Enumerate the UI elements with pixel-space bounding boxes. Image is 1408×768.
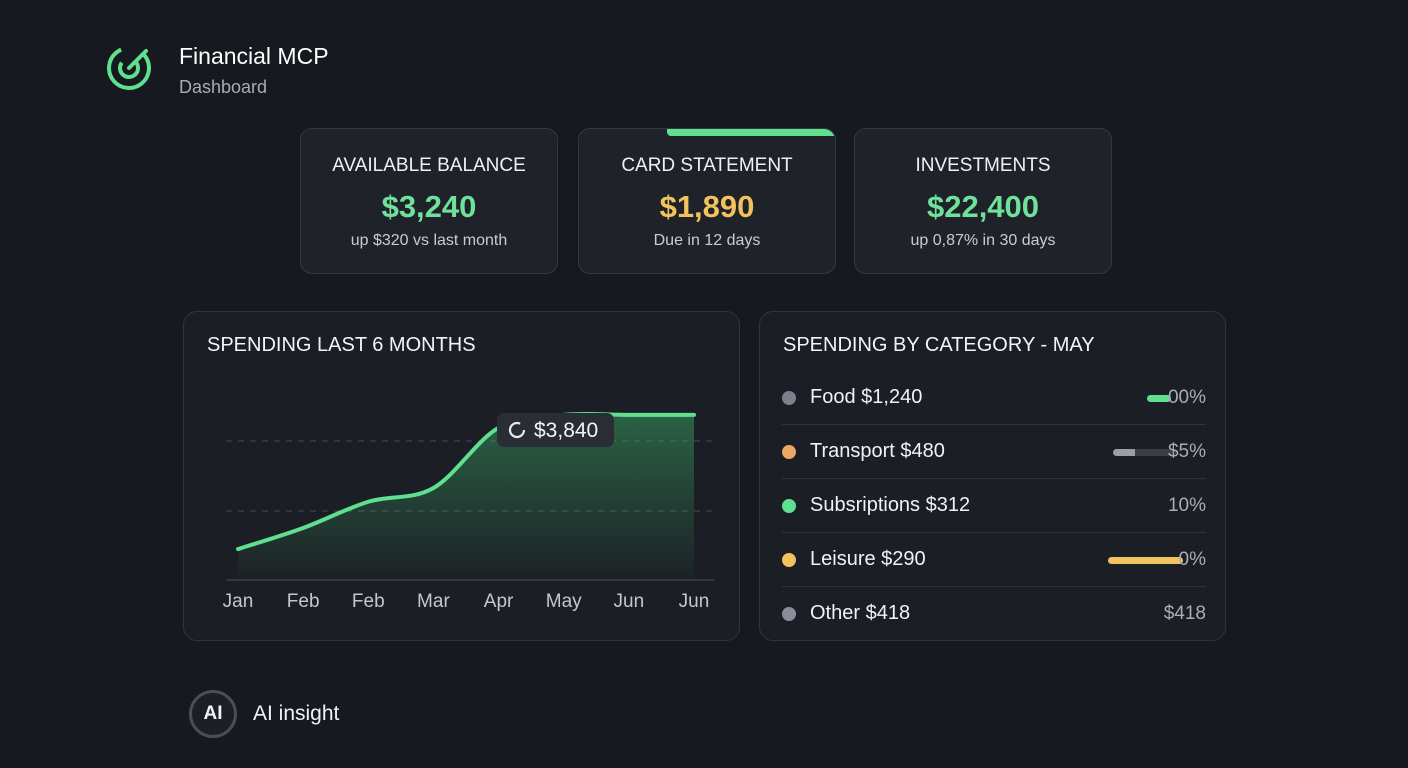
category-dot xyxy=(782,607,796,621)
x-tick-label: Jun xyxy=(614,591,645,612)
category-label: Leisure $290 xyxy=(810,548,926,570)
summary-card: CARD STATEMENT $1,890 Due in 12 days xyxy=(578,128,836,274)
category-dot xyxy=(782,391,796,405)
card-note: up $320 vs last month xyxy=(350,232,508,249)
category-share: 0% xyxy=(1178,549,1206,570)
row-separator xyxy=(782,478,1206,479)
category-panel: SPENDING BY CATEGORY - MAY Food $1,240 00… xyxy=(759,311,1226,641)
ai-badge[interactable]: AI xyxy=(189,690,237,738)
x-tick-label: Apr xyxy=(484,591,514,612)
tooltip-icon xyxy=(508,421,526,439)
row-separator xyxy=(782,532,1206,533)
card-value: $1,890 xyxy=(659,189,755,224)
summary-card: INVESTMENTS $22,400 up 0,87% in 30 days xyxy=(854,128,1112,274)
card-label: CARD STATEMENT xyxy=(621,155,793,176)
tooltip xyxy=(497,413,614,447)
x-tick-label: Feb xyxy=(287,591,320,612)
category-label: Subsriptions $312 xyxy=(810,494,971,516)
row-separator xyxy=(782,424,1206,425)
x-tick-label: Jan xyxy=(223,591,254,612)
category-row: Leisure $290 0% xyxy=(782,533,1206,587)
category-label: Transport $480 xyxy=(810,440,945,462)
line xyxy=(236,411,696,552)
category-dot xyxy=(782,553,796,567)
category-bar xyxy=(1108,557,1183,564)
line-chart: Jan Feb Feb Mar Apr May Jun Jun $3,840 xyxy=(223,411,714,612)
panel-title: SPENDING BY CATEGORY - MAY xyxy=(783,334,1095,356)
category-share: $418 xyxy=(1163,603,1206,624)
app-subtitle: Dashboard xyxy=(179,77,268,97)
card-label: INVESTMENTS xyxy=(915,155,1051,176)
summary-card: AVAILABLE BALANCE $3,240 up $320 vs last m… xyxy=(300,128,558,274)
card-note: Due in 12 days xyxy=(653,232,761,249)
category-share: $5% xyxy=(1167,441,1206,462)
area xyxy=(238,413,694,580)
row-separator xyxy=(782,586,1206,587)
category-dot xyxy=(782,445,796,459)
panel-title: SPENDING LAST 6 MONTHS xyxy=(207,334,476,356)
card-note: up 0,87% in 30 days xyxy=(910,232,1056,249)
category-row: Subsriptions $312 10% xyxy=(782,479,1206,533)
app-title: Financial MCP xyxy=(179,43,329,69)
ai-insight-label[interactable]: AI insight xyxy=(253,702,340,725)
category-share: 00% xyxy=(1167,387,1206,408)
category-row: Other $418 $418 xyxy=(782,587,1206,641)
x-tick-label: Feb xyxy=(352,591,385,612)
card-value: $22,400 xyxy=(926,189,1040,224)
card-value: $3,240 xyxy=(381,189,477,224)
tooltip-text: $3,840 xyxy=(534,419,598,442)
category-label: Other $418 xyxy=(810,602,911,624)
logo-icon xyxy=(107,46,151,90)
x-tick-label: Jun xyxy=(679,591,710,612)
x-tick-label: Mar xyxy=(417,591,450,612)
card-label: AVAILABLE BALANCE xyxy=(332,155,526,176)
category-bar xyxy=(1147,395,1171,402)
category-dot xyxy=(782,499,796,513)
category-bar xyxy=(1113,449,1176,456)
x-tick-label: May xyxy=(546,591,582,612)
category-row: Food $1,240 00% xyxy=(782,371,1206,425)
category-share: 10% xyxy=(1167,495,1206,516)
category-row: Transport $480 $5% xyxy=(782,425,1206,479)
card-accent xyxy=(667,129,835,136)
category-label: Food $1,240 xyxy=(810,386,923,408)
